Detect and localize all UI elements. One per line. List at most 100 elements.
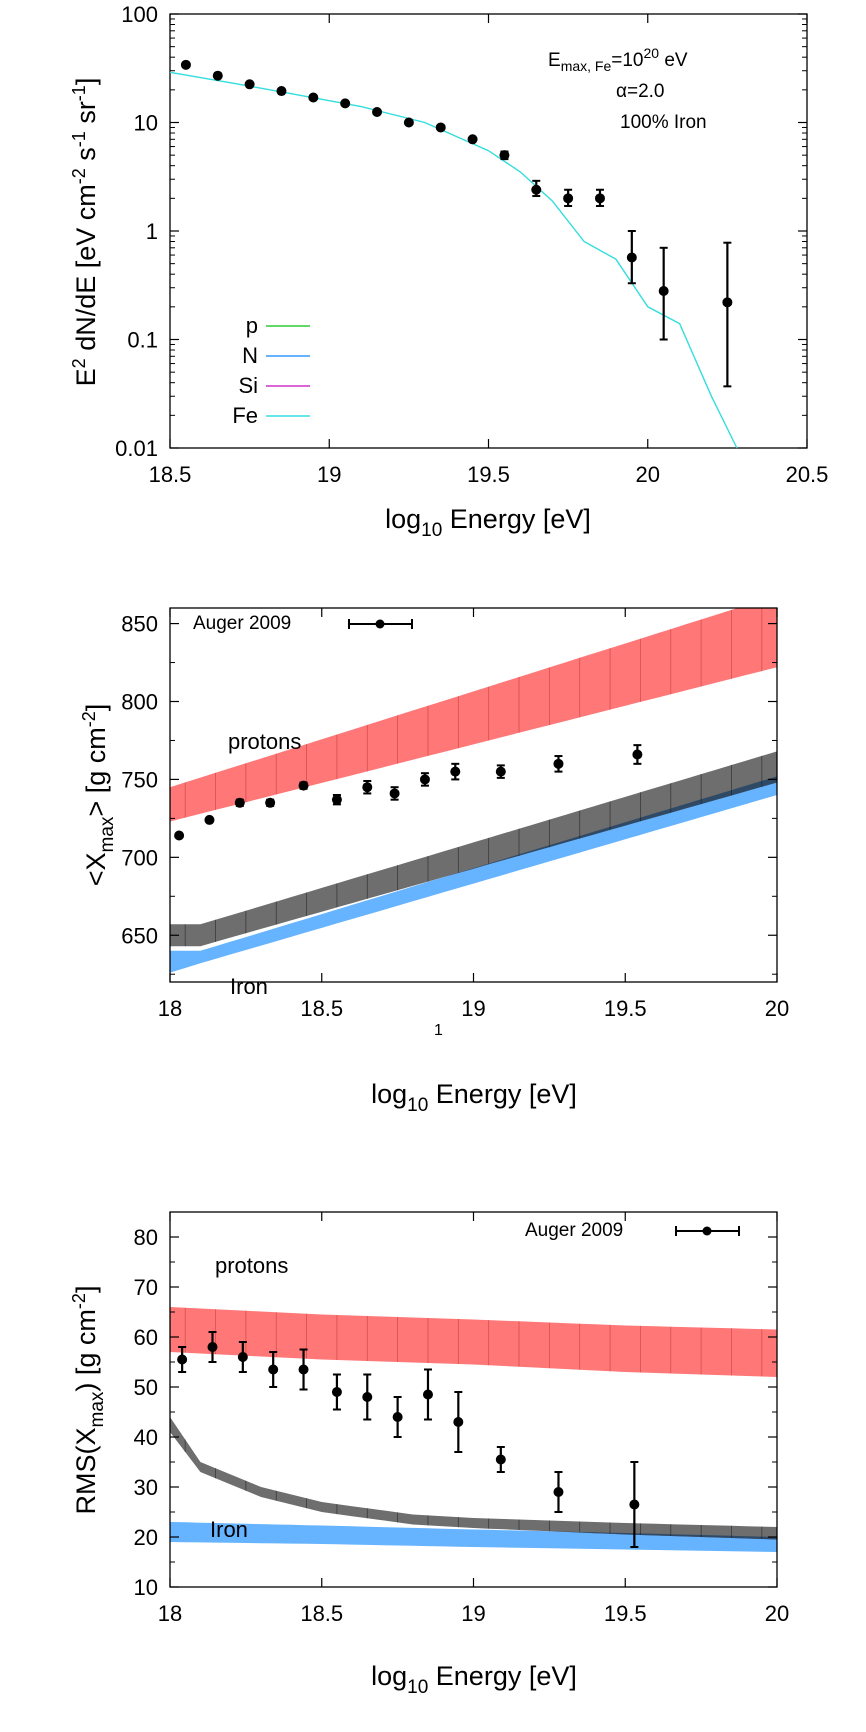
data-point	[626, 252, 637, 263]
x-tick-label: 19	[317, 462, 341, 487]
rms-iron-label: Iron	[210, 1517, 248, 1542]
data-point	[450, 766, 461, 777]
x-tick-label: 18.5	[149, 462, 192, 487]
emax-annotation: Emax, Fe=1020 eV	[548, 45, 688, 74]
x-tick-label: 18.5	[300, 996, 343, 1021]
data-point	[419, 774, 430, 785]
data-point	[268, 1364, 279, 1375]
x-tick-label: 19.5	[604, 996, 647, 1021]
mixed-band	[170, 751, 777, 947]
xmax-stray-label: 1	[434, 1022, 443, 1039]
mixed-band	[170, 1417, 777, 1540]
x-tick-label: 20	[765, 996, 789, 1021]
data-point	[629, 1499, 640, 1510]
data-point	[658, 285, 669, 296]
data-point	[499, 150, 510, 161]
data-point	[403, 117, 414, 128]
y-tick-label: 10	[134, 1575, 158, 1600]
data-point	[392, 1412, 403, 1422]
rms-protons-label: protons	[215, 1253, 288, 1278]
data-point	[467, 134, 478, 145]
data-point	[722, 297, 733, 308]
composition-annotation: 100% Iron	[620, 112, 707, 133]
legend-label-p: p	[246, 313, 258, 338]
x-tick-label: 20.5	[786, 462, 829, 487]
y-tick-label: 60	[134, 1325, 158, 1350]
iron-band	[170, 1522, 777, 1552]
rms-x-label: log10 Energy [eV]	[371, 1661, 577, 1698]
xmax-x-label: log10 Energy [eV]	[371, 1079, 577, 1116]
y-tick-label: 800	[121, 690, 158, 715]
data-point	[453, 1417, 464, 1427]
xmax-legend-label: Auger 2009	[193, 613, 291, 634]
y-tick-label: 100	[121, 2, 158, 27]
rms-legend: Auger 2009	[525, 1220, 740, 1241]
y-tick-label: 750	[121, 767, 158, 792]
y-tick-label: 80	[134, 1225, 158, 1250]
x-tick-label: 18	[158, 996, 182, 1021]
data-point	[632, 749, 643, 760]
xmax-iron-label: Iron	[230, 974, 268, 999]
data-point	[207, 1342, 218, 1352]
legend-label-n: N	[242, 343, 258, 368]
band-layer	[170, 1307, 777, 1552]
proton-band	[170, 608, 777, 822]
data-point	[531, 184, 542, 195]
y-tick-label: 650	[121, 923, 158, 948]
y-tick-label: 50	[134, 1375, 158, 1400]
xmax-y-label: <Xmax> [g cm-2]	[79, 704, 118, 887]
data-point	[298, 1364, 309, 1375]
spectrum-x-label: log10 Energy [eV]	[385, 504, 591, 541]
xmax-protons-label: protons	[228, 729, 301, 754]
y-tick-label: 20	[134, 1525, 158, 1550]
rms-panel: 10 20 30 40 50 60 70 80 18 18.5 19 19.5 20 RMS(Xmax…	[69, 1211, 789, 1698]
spectrum-legend: p N Si Fe	[232, 313, 310, 428]
y-tick-label: 850	[121, 612, 158, 637]
data-point	[372, 106, 383, 117]
data-point	[594, 193, 605, 204]
y-tick-label: 0.1	[127, 328, 158, 353]
rms-y-label: RMS(Xmax) [g cm-2]	[69, 1286, 108, 1515]
data-point	[389, 788, 400, 799]
data-point	[422, 1389, 433, 1400]
x-tick-label: 18.5	[300, 1601, 343, 1626]
alpha-annotation: α=2.0	[616, 81, 665, 102]
data-point	[298, 780, 309, 791]
data-point	[174, 830, 185, 841]
x-tick-label: 19.5	[467, 462, 510, 487]
data-point	[331, 794, 342, 805]
data-point	[362, 1392, 373, 1402]
proton-band	[170, 1307, 777, 1377]
spectrum-y-label: E2 dN/dE [eV cm-2 s-1 sr-1]	[69, 78, 101, 387]
data-point	[331, 1387, 342, 1397]
spectrum-panel: 0.01 0.1 1 10 100 18.5 19 19.5 20 20.5 E2 dN/dE …	[69, 2, 828, 541]
legend-label-fe: Fe	[232, 403, 258, 428]
data-point	[435, 122, 446, 133]
data-point	[563, 193, 574, 204]
data-point	[177, 1354, 188, 1365]
data-point	[308, 92, 319, 103]
data-point	[204, 814, 215, 825]
data-point	[553, 1487, 564, 1497]
data-point	[212, 70, 223, 81]
legend-label-si: Si	[238, 373, 258, 398]
rms-legend-marker	[702, 1226, 712, 1236]
y-tick-label: 0.01	[115, 436, 158, 461]
x-tick-label: 19.5	[604, 1601, 647, 1626]
x-tick-label: 19	[461, 996, 485, 1021]
rms-legend-label: Auger 2009	[525, 1220, 623, 1241]
data-point	[265, 797, 276, 808]
data-point	[237, 1352, 248, 1362]
y-tick-label: 1	[146, 219, 158, 244]
data-point	[553, 758, 564, 769]
data-point	[340, 98, 351, 109]
data-point	[495, 1454, 506, 1465]
data-point	[276, 86, 287, 97]
data-point	[180, 59, 191, 70]
xmax-panel: 650 700 750 800 850 18 18.5 19 19.5 20 <Xmax> [g…	[79, 607, 789, 1116]
x-tick-label: 18	[158, 1601, 182, 1626]
data-point	[362, 782, 373, 793]
x-tick-label: 20	[636, 462, 660, 487]
y-tick-label: 10	[134, 111, 158, 136]
y-tick-label: 40	[134, 1425, 158, 1450]
